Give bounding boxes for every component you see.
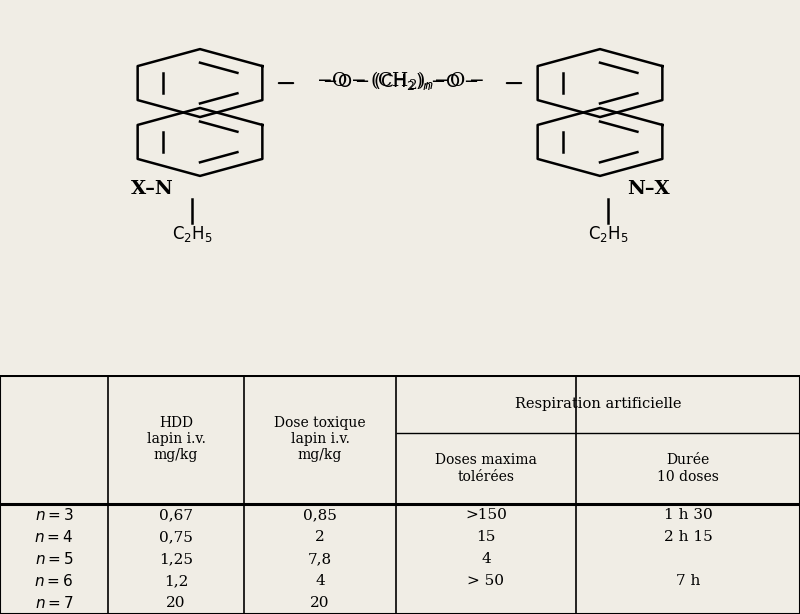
Text: 7,8: 7,8 — [308, 552, 332, 566]
Text: $n=4$: $n=4$ — [34, 529, 74, 545]
Text: 4: 4 — [315, 574, 325, 588]
Text: 20: 20 — [310, 596, 330, 610]
Text: >150: >150 — [465, 508, 507, 522]
Text: $n=7$: $n=7$ — [34, 595, 74, 611]
Text: Dose toxique
lapin i.v.
mg/kg: Dose toxique lapin i.v. mg/kg — [274, 416, 366, 462]
Text: Doses maxima
tolérées: Doses maxima tolérées — [435, 453, 537, 484]
Text: X–N: X–N — [130, 180, 174, 198]
Text: $n=3$: $n=3$ — [34, 507, 74, 523]
Text: N–X: N–X — [626, 180, 670, 198]
Text: 20: 20 — [166, 596, 186, 610]
Text: 2 h 15: 2 h 15 — [664, 530, 712, 544]
Text: Respiration artificielle: Respiration artificielle — [514, 397, 682, 411]
Text: Durée
10 doses: Durée 10 doses — [657, 453, 719, 484]
Text: HDD
lapin i.v.
mg/kg: HDD lapin i.v. mg/kg — [146, 416, 206, 462]
Text: 0,75: 0,75 — [159, 530, 193, 544]
Text: $\mathrm{-O-(CH_2)}_n\mathrm{-O-}$: $\mathrm{-O-(CH_2)}_n\mathrm{-O-}$ — [322, 71, 478, 91]
Text: 2: 2 — [315, 530, 325, 544]
Text: $\mathdefault{-O-(CH_2)}_n\mathdefault{-O-}$: $\mathdefault{-O-(CH_2)}_n\mathdefault{-… — [316, 70, 484, 92]
Text: $n=6$: $n=6$ — [34, 573, 74, 589]
Text: 7 h: 7 h — [676, 574, 700, 588]
Text: $n=5$: $n=5$ — [34, 551, 74, 567]
Text: 4: 4 — [481, 552, 491, 566]
Text: 1,25: 1,25 — [159, 552, 193, 566]
Text: 15: 15 — [476, 530, 496, 544]
Text: 0,85: 0,85 — [303, 508, 337, 522]
Text: 1 h 30: 1 h 30 — [664, 508, 712, 522]
Text: 1,2: 1,2 — [164, 574, 188, 588]
Text: 0,67: 0,67 — [159, 508, 193, 522]
Text: $\mathrm{C_2H_5}$: $\mathrm{C_2H_5}$ — [172, 225, 212, 244]
Text: $\mathrm{C_2H_5}$: $\mathrm{C_2H_5}$ — [588, 225, 628, 244]
Text: > 50: > 50 — [467, 574, 505, 588]
